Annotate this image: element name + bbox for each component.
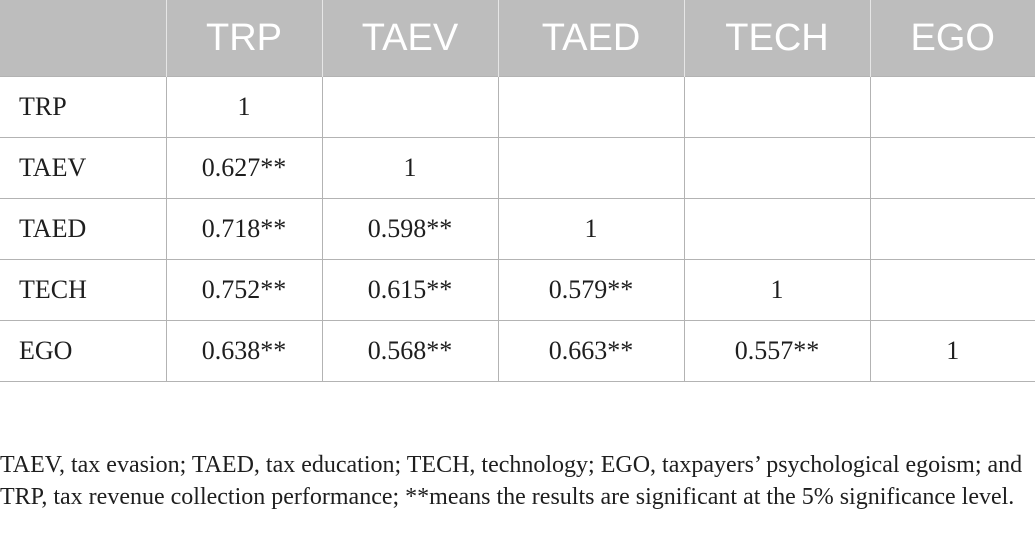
header-row: TRP TAEV TAED TECH EGO [0,0,1035,77]
table-header: TRP TAEV TAED TECH EGO [0,0,1035,77]
header-cell-taed: TAED [497,0,684,77]
correlation-table: TRP TAEV TAED TECH EGO TRP 1 TAEV 0.627*… [0,0,1035,382]
table-row: TAED 0.718** 0.598** 1 [0,198,1035,260]
header-cell-ego: EGO [869,0,1035,77]
table-cell [869,76,1035,138]
table-cell: 1 [869,320,1035,382]
table-cell [683,137,871,199]
table-cell: 1 [321,137,499,199]
header-cell-corner [0,0,166,77]
table-cell [683,198,871,260]
table-row: TAEV 0.627** 1 [0,137,1035,199]
row-label: TAED [0,198,167,260]
table-cell [497,76,685,138]
header-cell-tech: TECH [683,0,870,77]
table-cell: 1 [683,259,871,321]
table-cell: 1 [165,76,323,138]
table-cell [683,76,871,138]
table-cell: 1 [497,198,685,260]
table-cell: 0.557** [683,320,871,382]
table-cell [321,76,499,138]
row-label: EGO [0,320,167,382]
table-cell: 0.627** [165,137,323,199]
table-cell [869,259,1035,321]
table-cell: 0.568** [321,320,499,382]
row-label: TECH [0,259,167,321]
table-footnote: TAEV, tax evasion; TAED, tax education; … [0,452,1023,510]
table-cell [869,137,1035,199]
table-row: TRP 1 [0,76,1035,138]
table-cell [869,198,1035,260]
table-cell: 0.752** [165,259,323,321]
table-row: EGO 0.638** 0.568** 0.663** 0.557** 1 [0,320,1035,382]
table-cell: 0.638** [165,320,323,382]
row-label: TRP [0,76,167,138]
table-cell [497,137,685,199]
table-cell: 0.615** [321,259,499,321]
table-cell: 0.663** [497,320,685,382]
header-cell-trp: TRP [165,0,322,77]
header-cell-taev: TAEV [321,0,498,77]
table-cell: 0.579** [497,259,685,321]
table-cell: 0.598** [321,198,499,260]
table-body: TRP 1 TAEV 0.627** 1 TAED 0.718** 0.598*… [0,76,1035,382]
table-cell: 0.718** [165,198,323,260]
table-row: TECH 0.752** 0.615** 0.579** 1 [0,259,1035,321]
row-label: TAEV [0,137,167,199]
